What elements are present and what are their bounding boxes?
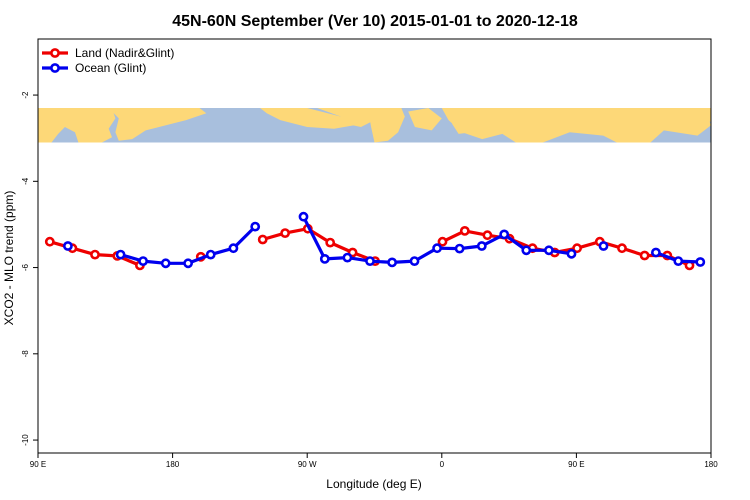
x-axis-label: Longitude (deg E) bbox=[326, 477, 421, 491]
data-point bbox=[160, 258, 171, 269]
data-point bbox=[183, 258, 193, 269]
data-point bbox=[280, 228, 290, 238]
data-point bbox=[459, 225, 470, 236]
data-point bbox=[639, 250, 650, 261]
axes-ticks: 90 E 180 90 W 0 90 E 180 -2 -4 -6 -8 -10 bbox=[21, 91, 718, 469]
legend-item: Land (Nadir&Glint) bbox=[42, 46, 174, 60]
data-point bbox=[205, 249, 216, 260]
plot-frame bbox=[37, 38, 712, 454]
map-land-0 bbox=[38, 108, 116, 143]
data-point bbox=[482, 230, 493, 241]
x-tick-label: 180 bbox=[166, 460, 180, 469]
y-tick-label: -4 bbox=[21, 177, 30, 185]
legend-item: Ocean (Glint) bbox=[42, 61, 146, 75]
data-point bbox=[454, 243, 465, 254]
data-point bbox=[325, 237, 336, 248]
world-map-band bbox=[38, 108, 711, 143]
y-tick-label: -6 bbox=[21, 263, 30, 271]
data-point bbox=[598, 241, 609, 251]
data-point bbox=[432, 243, 442, 254]
data-point bbox=[476, 241, 487, 251]
map-land-4 bbox=[367, 108, 405, 143]
legend-marker bbox=[50, 63, 60, 73]
series-1 bbox=[63, 211, 706, 269]
legend-marker bbox=[50, 48, 60, 58]
map-land-7 bbox=[451, 121, 473, 134]
data-point bbox=[63, 241, 73, 251]
data-point bbox=[673, 256, 684, 266]
data-point bbox=[521, 245, 532, 256]
legend-label: Land (Nadir&Glint) bbox=[75, 46, 174, 60]
y-tick-label: -10 bbox=[21, 434, 30, 446]
x-tick-label: 0 bbox=[440, 460, 445, 469]
y-tick-label: -8 bbox=[21, 350, 30, 358]
legend-label: Ocean (Glint) bbox=[75, 61, 146, 75]
data-point bbox=[544, 245, 554, 256]
data-point bbox=[365, 256, 375, 266]
map-land-5 bbox=[408, 108, 442, 131]
data-point bbox=[257, 234, 268, 245]
x-tick-label: 180 bbox=[704, 460, 718, 469]
data-point bbox=[409, 256, 420, 266]
data-point bbox=[115, 249, 126, 260]
data-point bbox=[44, 236, 55, 247]
data-point bbox=[319, 253, 330, 264]
data-point bbox=[387, 257, 397, 268]
data-point bbox=[138, 256, 148, 266]
data-point bbox=[250, 221, 261, 232]
chart-title: 45N-60N September (Ver 10) 2015-01-01 to… bbox=[172, 13, 578, 30]
series-layer bbox=[44, 211, 706, 271]
data-point bbox=[228, 243, 239, 254]
data-point bbox=[499, 229, 510, 240]
map-land-3 bbox=[317, 108, 378, 127]
y-axis-label: XCO2 - MLO trend (ppm) bbox=[2, 191, 16, 326]
data-point bbox=[90, 249, 100, 260]
x-tick-label: 90 W bbox=[298, 460, 317, 469]
map-land-6 bbox=[441, 108, 711, 143]
data-point bbox=[651, 247, 661, 258]
map-land-2 bbox=[260, 108, 355, 129]
data-point bbox=[617, 243, 627, 254]
data-point bbox=[572, 243, 582, 254]
data-point bbox=[298, 211, 309, 222]
data-point bbox=[342, 252, 353, 263]
data-point bbox=[695, 257, 706, 267]
data-point bbox=[566, 248, 577, 259]
y-tick-label: -2 bbox=[21, 91, 30, 99]
map-land-8 bbox=[684, 108, 711, 122]
map-land-1 bbox=[108, 108, 207, 141]
data-point bbox=[437, 236, 448, 247]
x-tick-label: 90 E bbox=[568, 460, 584, 469]
x-tick-label: 90 E bbox=[30, 460, 46, 469]
legend: Land (Nadir&Glint)Ocean (Glint) bbox=[42, 46, 174, 75]
